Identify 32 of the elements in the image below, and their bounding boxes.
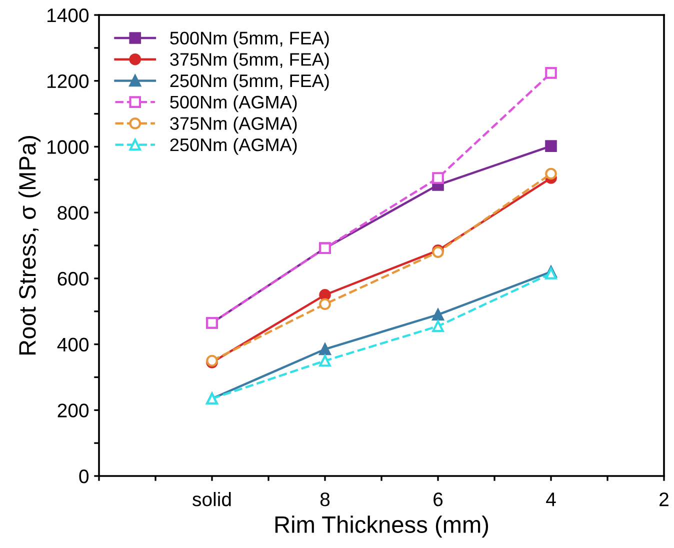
point bbox=[545, 67, 557, 79]
y-tick-label: 1200 bbox=[48, 74, 89, 88]
y-tick-label: 0 bbox=[79, 469, 89, 484]
y-tick-label: 800 bbox=[58, 206, 89, 220]
x-tick-label: 2 bbox=[660, 492, 668, 506]
point bbox=[432, 308, 444, 321]
legend-label: 375Nm (5mm, FEA) bbox=[170, 52, 329, 70]
x-tick-label: solid bbox=[192, 492, 231, 506]
point bbox=[319, 354, 331, 367]
legend-label: 500Nm (5mm, FEA) bbox=[170, 31, 329, 48]
legend-label: 250Nm (AGMA) bbox=[170, 138, 297, 155]
y-tick-label: 400 bbox=[57, 338, 89, 352]
point bbox=[319, 298, 331, 310]
x-tick-label: 8 bbox=[320, 492, 330, 506]
point bbox=[432, 172, 444, 184]
x-axis-title: Rim Thickness (mm) bbox=[275, 516, 488, 538]
point bbox=[545, 140, 557, 152]
y-axis-title: Root Stress, σ (MPa) bbox=[18, 136, 40, 354]
point bbox=[432, 320, 444, 332]
point bbox=[319, 343, 331, 356]
y-tick-label: 600 bbox=[58, 272, 89, 286]
y-tick-label: 200 bbox=[58, 404, 89, 418]
point bbox=[545, 168, 557, 180]
point bbox=[319, 288, 331, 301]
legend-label: 500Nm (AGMA) bbox=[170, 95, 297, 112]
y-tick-label: 1000 bbox=[48, 140, 89, 154]
point bbox=[545, 268, 557, 280]
x-tick-label: 4 bbox=[546, 492, 556, 506]
y-tick-label: 1400 bbox=[48, 8, 89, 22]
legend-label: 250Nm (5mm, FEA) bbox=[170, 74, 329, 91]
legend-label: 375Nm (AGMA) bbox=[170, 116, 297, 134]
x-tick-label: 6 bbox=[434, 492, 443, 506]
